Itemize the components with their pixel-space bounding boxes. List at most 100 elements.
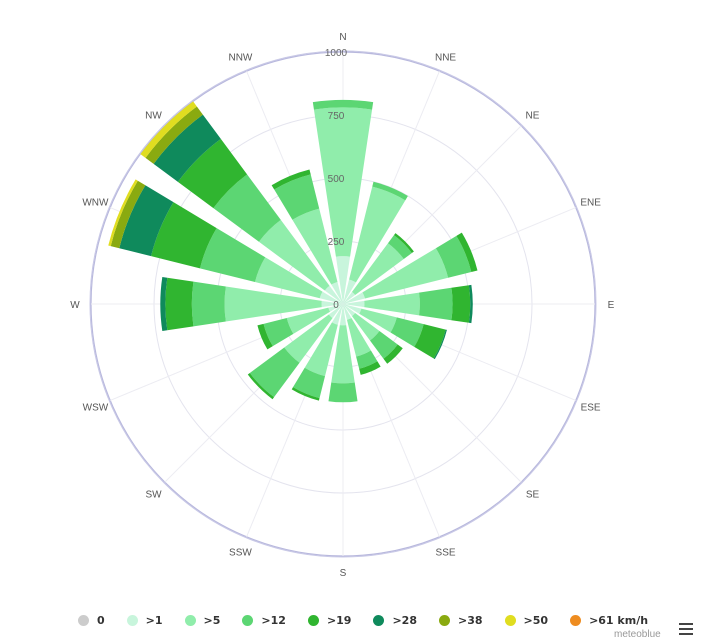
sector-nne[interactable] bbox=[372, 181, 408, 201]
hamburger-icon[interactable] bbox=[679, 622, 695, 636]
legend-item[interactable]: >50 bbox=[504, 614, 549, 627]
sector-se[interactable] bbox=[383, 344, 403, 364]
sector-wnw[interactable] bbox=[319, 291, 343, 304]
legend-item[interactable]: >5 bbox=[184, 614, 220, 627]
radial-tick-label: 0 bbox=[333, 300, 339, 311]
legend-label: >38 bbox=[458, 614, 483, 627]
sector-ese[interactable] bbox=[343, 304, 362, 314]
sector-sse[interactable] bbox=[356, 350, 378, 369]
sector-nw[interactable] bbox=[213, 174, 281, 242]
sector-ese[interactable] bbox=[359, 308, 397, 333]
sector-wsw[interactable] bbox=[263, 318, 294, 347]
sector-ssw[interactable] bbox=[293, 367, 326, 399]
sector-ne[interactable] bbox=[343, 291, 356, 304]
sector-nw[interactable] bbox=[145, 106, 203, 164]
sector-nnw[interactable] bbox=[331, 281, 343, 304]
sector-ne[interactable] bbox=[351, 243, 404, 296]
sector-w[interactable] bbox=[165, 277, 194, 331]
sector-se[interactable] bbox=[343, 304, 356, 317]
direction-label: ENE bbox=[580, 197, 601, 208]
legend-label: >1 bbox=[145, 614, 163, 627]
direction-label: W bbox=[70, 300, 80, 311]
legend-label: >61 km/h bbox=[589, 614, 649, 627]
sector-nw[interactable] bbox=[153, 114, 221, 182]
legend: 0 >1 >5 >12 >19 >28 >38 >50 >61 km/h bbox=[78, 614, 670, 627]
sector-e[interactable] bbox=[451, 285, 471, 323]
legend-label: >50 bbox=[523, 614, 549, 627]
sector-wnw[interactable] bbox=[151, 202, 217, 269]
legend-item[interactable]: >12 bbox=[242, 614, 286, 627]
sector-e[interactable] bbox=[419, 287, 453, 321]
legend-item[interactable]: >61 km/h bbox=[570, 614, 648, 627]
sector-layer bbox=[108, 99, 478, 403]
sector-ene[interactable] bbox=[362, 248, 449, 299]
legend-label: 0 bbox=[97, 614, 105, 627]
sector-wsw[interactable] bbox=[286, 307, 331, 334]
sector-wsw[interactable] bbox=[257, 323, 273, 350]
sector-w[interactable] bbox=[224, 286, 322, 322]
outer-frame-circle bbox=[89, 50, 597, 558]
legend-item[interactable]: >28 bbox=[373, 614, 417, 627]
sector-nne[interactable] bbox=[349, 186, 406, 283]
legend-item[interactable]: >38 bbox=[439, 614, 483, 627]
legend-swatch bbox=[184, 615, 196, 626]
sector-sse[interactable] bbox=[346, 318, 371, 357]
sector-sw[interactable] bbox=[284, 314, 333, 363]
sector-nw[interactable] bbox=[324, 285, 343, 304]
sector-n[interactable] bbox=[312, 99, 374, 110]
sector-w[interactable] bbox=[191, 281, 226, 327]
radial-tick-label: 500 bbox=[328, 174, 345, 185]
sector-s[interactable] bbox=[339, 304, 347, 326]
sector-wnw[interactable] bbox=[254, 257, 323, 299]
sector-wnw[interactable] bbox=[119, 185, 174, 257]
credit-text[interactable]: meteoblue bbox=[614, 629, 661, 640]
sector-ene[interactable] bbox=[435, 235, 472, 278]
sector-nne[interactable] bbox=[343, 279, 356, 304]
sector-n[interactable] bbox=[313, 107, 373, 257]
sector-w[interactable] bbox=[160, 276, 168, 332]
sector-ne[interactable] bbox=[387, 235, 412, 260]
sector-nw[interactable] bbox=[258, 219, 330, 291]
sector-ssw[interactable] bbox=[304, 322, 338, 377]
direction-label: E bbox=[608, 300, 615, 311]
sector-wnw[interactable] bbox=[110, 180, 146, 249]
sector-sw[interactable] bbox=[328, 304, 343, 319]
sector-sse[interactable] bbox=[343, 304, 352, 320]
sector-e[interactable] bbox=[468, 284, 473, 324]
sector-ese[interactable] bbox=[433, 329, 447, 360]
sector-sw[interactable] bbox=[247, 372, 275, 400]
sector-se[interactable] bbox=[369, 330, 398, 359]
sector-wnw[interactable] bbox=[199, 228, 266, 283]
sector-nw[interactable] bbox=[177, 138, 248, 209]
sector-ene[interactable] bbox=[343, 292, 366, 304]
sector-wnw[interactable] bbox=[108, 179, 138, 247]
direction-label: S bbox=[340, 568, 347, 579]
sector-s[interactable] bbox=[331, 325, 355, 384]
sector-s[interactable] bbox=[328, 382, 358, 403]
sector-ne[interactable] bbox=[393, 233, 414, 254]
direction-label: SSW bbox=[229, 548, 252, 559]
direction-label: NE bbox=[526, 110, 540, 121]
sector-nnw[interactable] bbox=[274, 174, 320, 220]
sector-ese[interactable] bbox=[390, 317, 424, 347]
legend-item[interactable]: >1 bbox=[126, 614, 163, 627]
legend-item[interactable]: 0 bbox=[78, 614, 105, 627]
sector-sse[interactable] bbox=[359, 361, 381, 375]
sector-w[interactable] bbox=[321, 300, 343, 308]
sector-n[interactable] bbox=[335, 256, 351, 304]
legend-swatch bbox=[439, 615, 450, 626]
sector-nnw[interactable] bbox=[292, 208, 338, 285]
sector-sw[interactable] bbox=[249, 347, 300, 398]
sector-ene[interactable] bbox=[456, 232, 478, 272]
sector-e[interactable] bbox=[364, 292, 420, 316]
sector-ese[interactable] bbox=[414, 324, 446, 359]
sector-wsw[interactable] bbox=[328, 304, 343, 312]
sector-e[interactable] bbox=[343, 300, 365, 308]
sector-ssw[interactable] bbox=[331, 304, 343, 325]
sector-nnw[interactable] bbox=[271, 169, 311, 190]
sector-nw[interactable] bbox=[140, 101, 197, 158]
sector-se[interactable] bbox=[351, 312, 380, 341]
legend-item[interactable]: >19 bbox=[307, 614, 351, 627]
sector-ssw[interactable] bbox=[291, 387, 320, 401]
